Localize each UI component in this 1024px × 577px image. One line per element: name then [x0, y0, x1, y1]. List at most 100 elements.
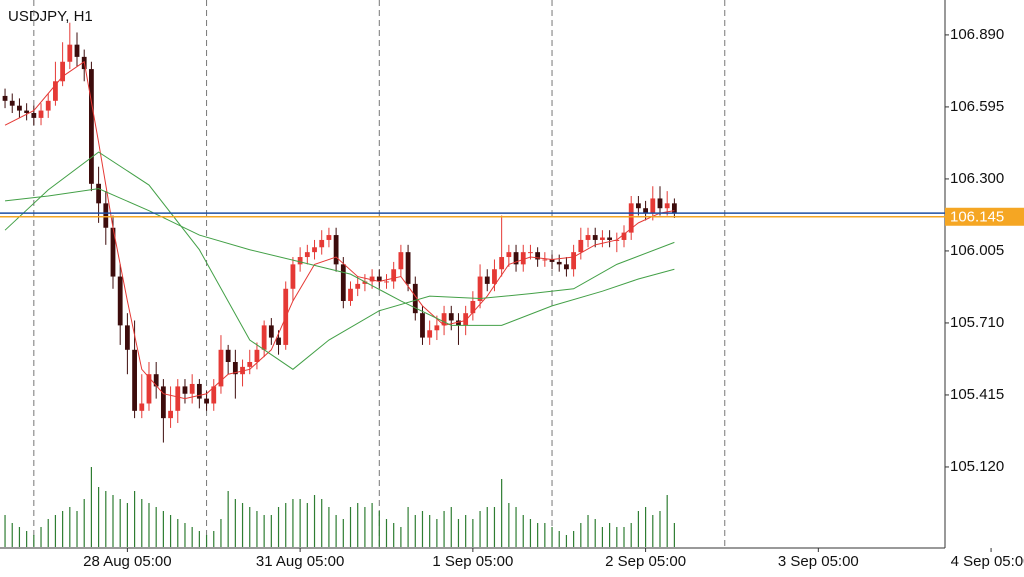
- candle-body: [506, 252, 512, 258]
- candle-body: [376, 276, 382, 282]
- candle-body: [556, 261, 562, 265]
- candle-body: [319, 239, 325, 248]
- candle-body: [585, 235, 591, 240]
- candle-body: [664, 203, 670, 209]
- x-tick-label: 3 Sep 05:00: [778, 553, 859, 570]
- moving-average: [4, 60, 675, 400]
- candle-body: [211, 386, 217, 404]
- candle-body: [520, 252, 526, 265]
- candle-body: [261, 325, 267, 350]
- candle-body: [492, 269, 497, 284]
- candle-body: [362, 281, 368, 284]
- candle-body: [340, 264, 346, 301]
- candle-body: [348, 288, 353, 301]
- candle-body: [89, 69, 94, 184]
- candle-body: [369, 276, 375, 282]
- candle-body: [571, 252, 577, 270]
- candle-body: [276, 337, 281, 345]
- x-tick-label: 1 Sep 05:00: [432, 553, 513, 570]
- candle-body: [38, 110, 44, 118]
- candle-body: [671, 203, 677, 214]
- candle-body: [420, 313, 425, 338]
- candle-body: [297, 257, 303, 265]
- candle-body: [196, 383, 202, 399]
- candle-body: [384, 281, 389, 283]
- candle-body: [643, 208, 648, 214]
- x-tick-label: 2 Sep 05:00: [605, 553, 686, 570]
- y-tick-label: 105.120: [950, 458, 1004, 475]
- candle-body: [146, 374, 152, 404]
- candle-body: [304, 252, 310, 258]
- candle-body: [254, 349, 260, 362]
- candle-body: [204, 398, 209, 404]
- candle-body: [45, 100, 51, 111]
- candle-body: [535, 252, 541, 260]
- candle-body: [427, 330, 433, 338]
- candle-body: [549, 259, 555, 262]
- y-tick-label: 106.890: [950, 26, 1004, 43]
- candle-body: [232, 361, 238, 375]
- candle-body: [110, 227, 116, 277]
- candle-body: [153, 374, 159, 387]
- candle-body: [290, 264, 296, 289]
- candle-body: [53, 81, 58, 101]
- candle-body: [456, 320, 461, 326]
- candle-body: [441, 313, 447, 326]
- candle-body: [470, 300, 476, 314]
- candle-body: [60, 61, 66, 82]
- candle-body: [160, 386, 166, 419]
- candle-body: [398, 252, 404, 270]
- candle-body: [96, 183, 102, 204]
- candle-body: [132, 349, 137, 411]
- candle-body: [650, 198, 656, 214]
- candle-body: [412, 283, 418, 314]
- candle-body: [247, 361, 253, 367]
- candle-body: [17, 105, 22, 111]
- y-tick-label: 106.005: [950, 242, 1004, 259]
- candle-body: [657, 198, 663, 209]
- candle-body: [528, 252, 533, 254]
- candle-body: [355, 283, 361, 289]
- candle-body: [484, 276, 490, 284]
- candle-body: [225, 349, 231, 362]
- candle-body: [513, 252, 519, 265]
- candle-body: [31, 113, 37, 118]
- candle-body: [499, 257, 505, 270]
- candle-body: [463, 313, 469, 326]
- candle-body: [67, 44, 73, 62]
- candle-body: [103, 203, 109, 228]
- moving-average: [4, 151, 675, 370]
- candle-body: [405, 252, 411, 284]
- candle-body: [218, 349, 224, 387]
- y-tick-label: 105.710: [950, 314, 1004, 331]
- y-tick-label: 106.595: [950, 98, 1004, 115]
- candle-body: [24, 110, 30, 114]
- candle-body: [564, 264, 569, 270]
- candle-body: [175, 386, 181, 411]
- candle-body: [74, 44, 80, 57]
- candle-body: [600, 237, 605, 240]
- candle-body: [268, 325, 274, 338]
- candle-body: [139, 403, 145, 411]
- candle-body: [607, 237, 613, 240]
- candle-body: [312, 247, 317, 253]
- x-tick-label: 4 Sep 05:00: [951, 553, 1024, 570]
- candle-body: [326, 235, 332, 240]
- candle-body: [477, 276, 483, 301]
- moving-average: [4, 188, 675, 326]
- candle-body: [391, 269, 397, 282]
- candle-body: [621, 232, 627, 240]
- candle-body: [168, 410, 173, 419]
- x-tick-label: 28 Aug 05:00: [83, 553, 171, 570]
- candle-body: [117, 276, 123, 326]
- y-tick-label: 106.300: [950, 170, 1004, 187]
- y-tick-label: 105.415: [950, 386, 1004, 403]
- x-tick-label: 31 Aug 05:00: [256, 553, 344, 570]
- candle-body: [542, 259, 548, 261]
- candle-body: [2, 95, 8, 101]
- chart-title: USDJPY, H1: [8, 8, 93, 25]
- candle-body: [333, 235, 339, 265]
- price-label: 106.145: [950, 209, 1004, 226]
- candle-body: [628, 203, 634, 233]
